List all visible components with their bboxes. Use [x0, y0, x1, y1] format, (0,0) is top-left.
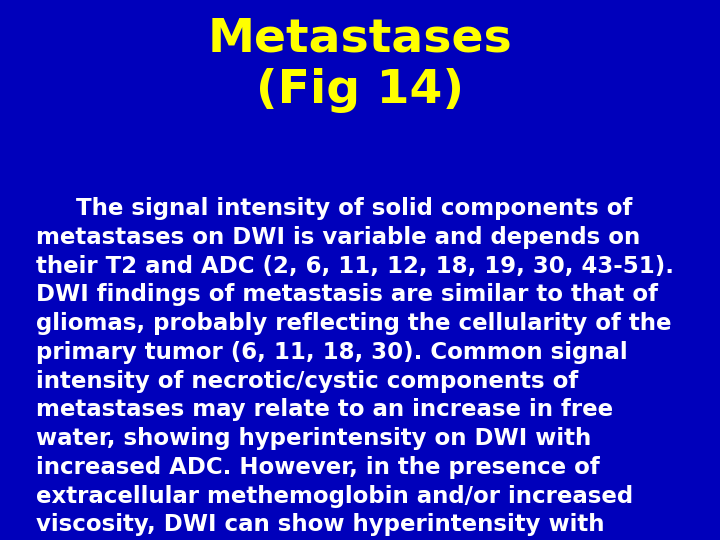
Text: Metastases
(Fig 14): Metastases (Fig 14) — [207, 16, 513, 113]
Text: The signal intensity of solid components of
metastases on DWI is variable and de: The signal intensity of solid components… — [36, 197, 674, 540]
